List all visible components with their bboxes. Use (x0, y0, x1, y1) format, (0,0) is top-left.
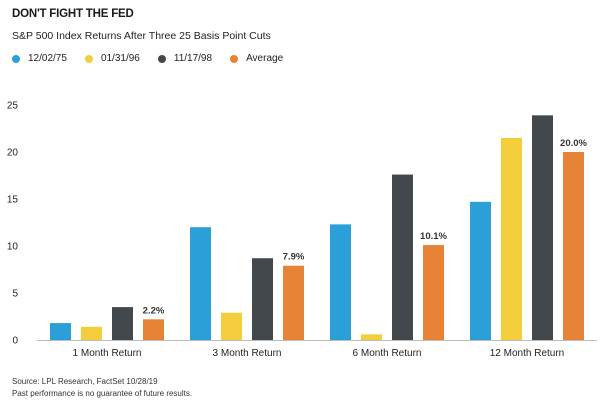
y-tick-label: 15 (7, 195, 19, 206)
bar (470, 201, 491, 340)
data-label: 7.9% (283, 252, 305, 263)
y-tick-label: 20 (7, 148, 19, 159)
bar (501, 137, 522, 340)
legend-label-average: Average (246, 53, 284, 64)
legend-swatch-1998 (157, 54, 166, 63)
legend-label-1975: 12/02/75 (28, 53, 67, 64)
data-label: 2.2% (143, 305, 165, 316)
bar (532, 115, 553, 340)
chart-title: DON'T FIGHT THE FED (12, 8, 134, 20)
bar (330, 224, 351, 340)
y-tick-label: 0 (12, 336, 18, 347)
x-category-label: 6 Month Return (353, 348, 422, 359)
legend-item-1996: 01/31/96 (84, 53, 140, 64)
y-tick-label: 10 (7, 242, 19, 253)
bar (112, 307, 133, 340)
bar (190, 227, 211, 340)
legend-item-average: Average (230, 53, 283, 64)
legend-label-1998: 11/17/98 (173, 53, 213, 64)
bar (423, 245, 444, 340)
bar (361, 334, 382, 340)
disclaimer-note: Past performance is no guarantee of futu… (12, 389, 193, 398)
x-category-label: 12 Month Return (490, 348, 565, 359)
legend-item-1975: 12/02/75 (12, 53, 67, 64)
chart-subtitle: S&P 500 Index Returns After Three 25 Bas… (12, 30, 271, 42)
legend-swatch-1975 (12, 54, 20, 63)
bar (143, 319, 164, 340)
legend-swatch-average (230, 54, 239, 63)
legend-label-1996: 01/31/96 (100, 53, 140, 64)
legend-swatch-1996 (84, 54, 93, 63)
bar (81, 326, 102, 340)
y-tick-label: 5 (12, 289, 18, 300)
data-label: 10.1% (420, 231, 447, 242)
chart-legend: 12/02/75 01/31/96 11/17/98 Average (12, 53, 301, 64)
bar (221, 312, 242, 340)
bar (392, 174, 413, 340)
x-category-label: 3 Month Return (213, 348, 282, 359)
y-tick-label: 25 (7, 101, 19, 112)
legend-item-1998: 11/17/98 (157, 53, 213, 64)
bar (563, 152, 584, 340)
data-label: 20.0% (560, 138, 587, 149)
x-category-label: 1 Month Return (73, 348, 142, 359)
bar (283, 265, 304, 340)
bar (252, 258, 273, 340)
source-note: Source: LPL Research, FactSet 10/28/19 (12, 377, 158, 386)
bar (50, 323, 71, 340)
